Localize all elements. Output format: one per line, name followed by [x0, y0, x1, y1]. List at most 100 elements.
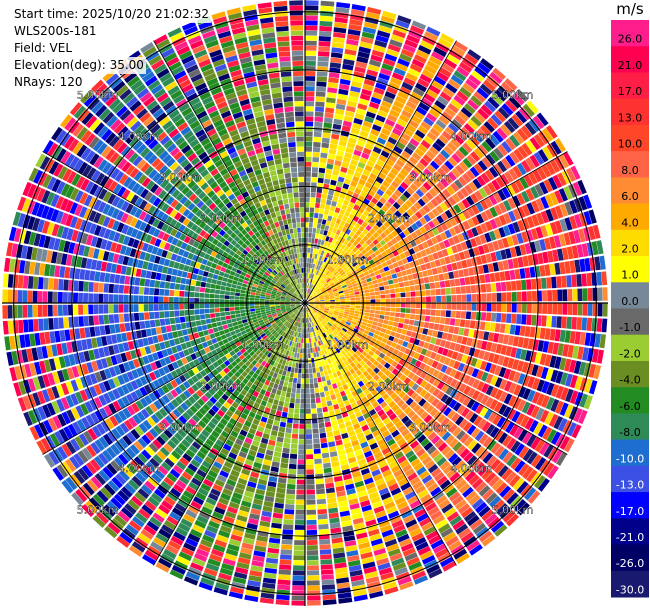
velocity-gate — [291, 362, 296, 368]
velocity-gate — [313, 438, 320, 444]
velocity-gate — [491, 179, 501, 191]
velocity-gate — [340, 280, 346, 285]
velocity-gate — [487, 117, 499, 130]
velocity-gate — [450, 182, 460, 193]
velocity-gate — [368, 385, 375, 393]
velocity-gate — [309, 258, 312, 264]
velocity-gate — [301, 338, 304, 343]
velocity-gate — [271, 404, 278, 410]
velocity-gate — [375, 274, 382, 280]
velocity-gate — [418, 452, 429, 462]
velocity-gate — [325, 342, 331, 348]
velocity-gate — [410, 331, 417, 338]
velocity-gate — [505, 281, 512, 291]
velocity-gate — [314, 468, 323, 475]
velocity-gate — [428, 108, 440, 119]
velocity-gate — [335, 359, 341, 366]
velocity-gate — [436, 295, 441, 302]
velocity-gate — [289, 402, 295, 409]
velocity-gate — [571, 274, 577, 287]
velocity-gate — [358, 261, 364, 267]
velocity-gate — [335, 304, 340, 307]
velocity-gate — [428, 188, 438, 198]
velocity-gate — [350, 208, 358, 216]
velocity-gate — [443, 406, 452, 417]
velocity-gate — [341, 336, 347, 342]
velocity-gate — [345, 321, 351, 326]
velocity-gate — [383, 228, 391, 236]
velocity-gate — [374, 39, 388, 48]
velocity-gate — [466, 258, 473, 268]
velocity-gate — [557, 303, 563, 315]
velocity-gate — [514, 269, 521, 280]
velocity-gate — [477, 418, 487, 430]
velocity-gate — [546, 277, 552, 289]
velocity-gate — [318, 271, 323, 277]
velocity-gate — [391, 104, 402, 114]
velocity-gate — [485, 153, 496, 166]
velocity-gate — [338, 290, 344, 294]
velocity-gate — [285, 427, 292, 434]
velocity-gate — [471, 442, 482, 454]
velocity-gate — [374, 314, 380, 319]
velocity-gate — [391, 464, 401, 474]
velocity-gate — [484, 322, 491, 331]
velocity-gate — [391, 230, 399, 237]
velocity-gate — [411, 58, 425, 69]
velocity-gate — [337, 145, 346, 152]
velocity-gate — [310, 192, 316, 198]
velocity-gate — [367, 106, 378, 114]
velocity-gate — [324, 296, 330, 299]
velocity-gate — [328, 328, 334, 333]
velocity-gate — [412, 480, 424, 490]
velocity-gate — [483, 351, 491, 361]
velocity-gate — [557, 418, 568, 432]
velocity-gate — [315, 304, 320, 306]
velocity-gate — [324, 117, 333, 124]
velocity-gate — [316, 187, 323, 194]
velocity-gate — [321, 142, 330, 149]
velocity-gate — [391, 384, 399, 392]
velocity-gate — [347, 328, 353, 333]
velocity-gate — [272, 456, 281, 463]
velocity-gate — [356, 108, 366, 116]
velocity-gate — [289, 453, 298, 459]
velocity-gate — [362, 370, 369, 377]
velocity-gate — [348, 250, 355, 257]
velocity-gate — [430, 289, 436, 296]
velocity-gate — [305, 348, 308, 354]
velocity-gate — [492, 163, 503, 176]
velocity-gate — [377, 335, 384, 342]
velocity-gate — [573, 360, 582, 375]
velocity-gate — [305, 424, 312, 429]
velocity-gate — [312, 293, 317, 297]
velocity-gate — [274, 378, 280, 385]
velocity-gate — [480, 211, 489, 222]
velocity-gate — [551, 449, 563, 464]
velocity-gate — [350, 305, 356, 308]
velocity-gate — [537, 424, 548, 438]
velocity-gate — [344, 307, 350, 310]
velocity-gate — [423, 392, 432, 401]
velocity-gate — [456, 303, 462, 310]
velocity-gate — [427, 482, 439, 493]
velocity-gate — [521, 279, 527, 290]
velocity-gate — [390, 257, 397, 264]
velocity-gate — [510, 457, 522, 470]
velocity-gate — [346, 142, 356, 149]
velocity-gate — [500, 124, 512, 137]
velocity-gate — [419, 362, 427, 371]
velocity-gate — [539, 327, 546, 340]
velocity-gate — [354, 294, 360, 298]
velocity-gate — [398, 282, 405, 288]
velocity-gate — [305, 192, 310, 198]
velocity-gate — [395, 379, 403, 387]
velocity-gate — [516, 314, 522, 325]
velocity-gate — [394, 408, 403, 416]
velocity-gate — [491, 293, 497, 302]
velocity-gate — [346, 38, 359, 46]
velocity-gate — [513, 131, 525, 145]
velocity-gate — [416, 106, 428, 116]
velocity-gate — [335, 218, 342, 225]
velocity-gate — [388, 154, 398, 163]
